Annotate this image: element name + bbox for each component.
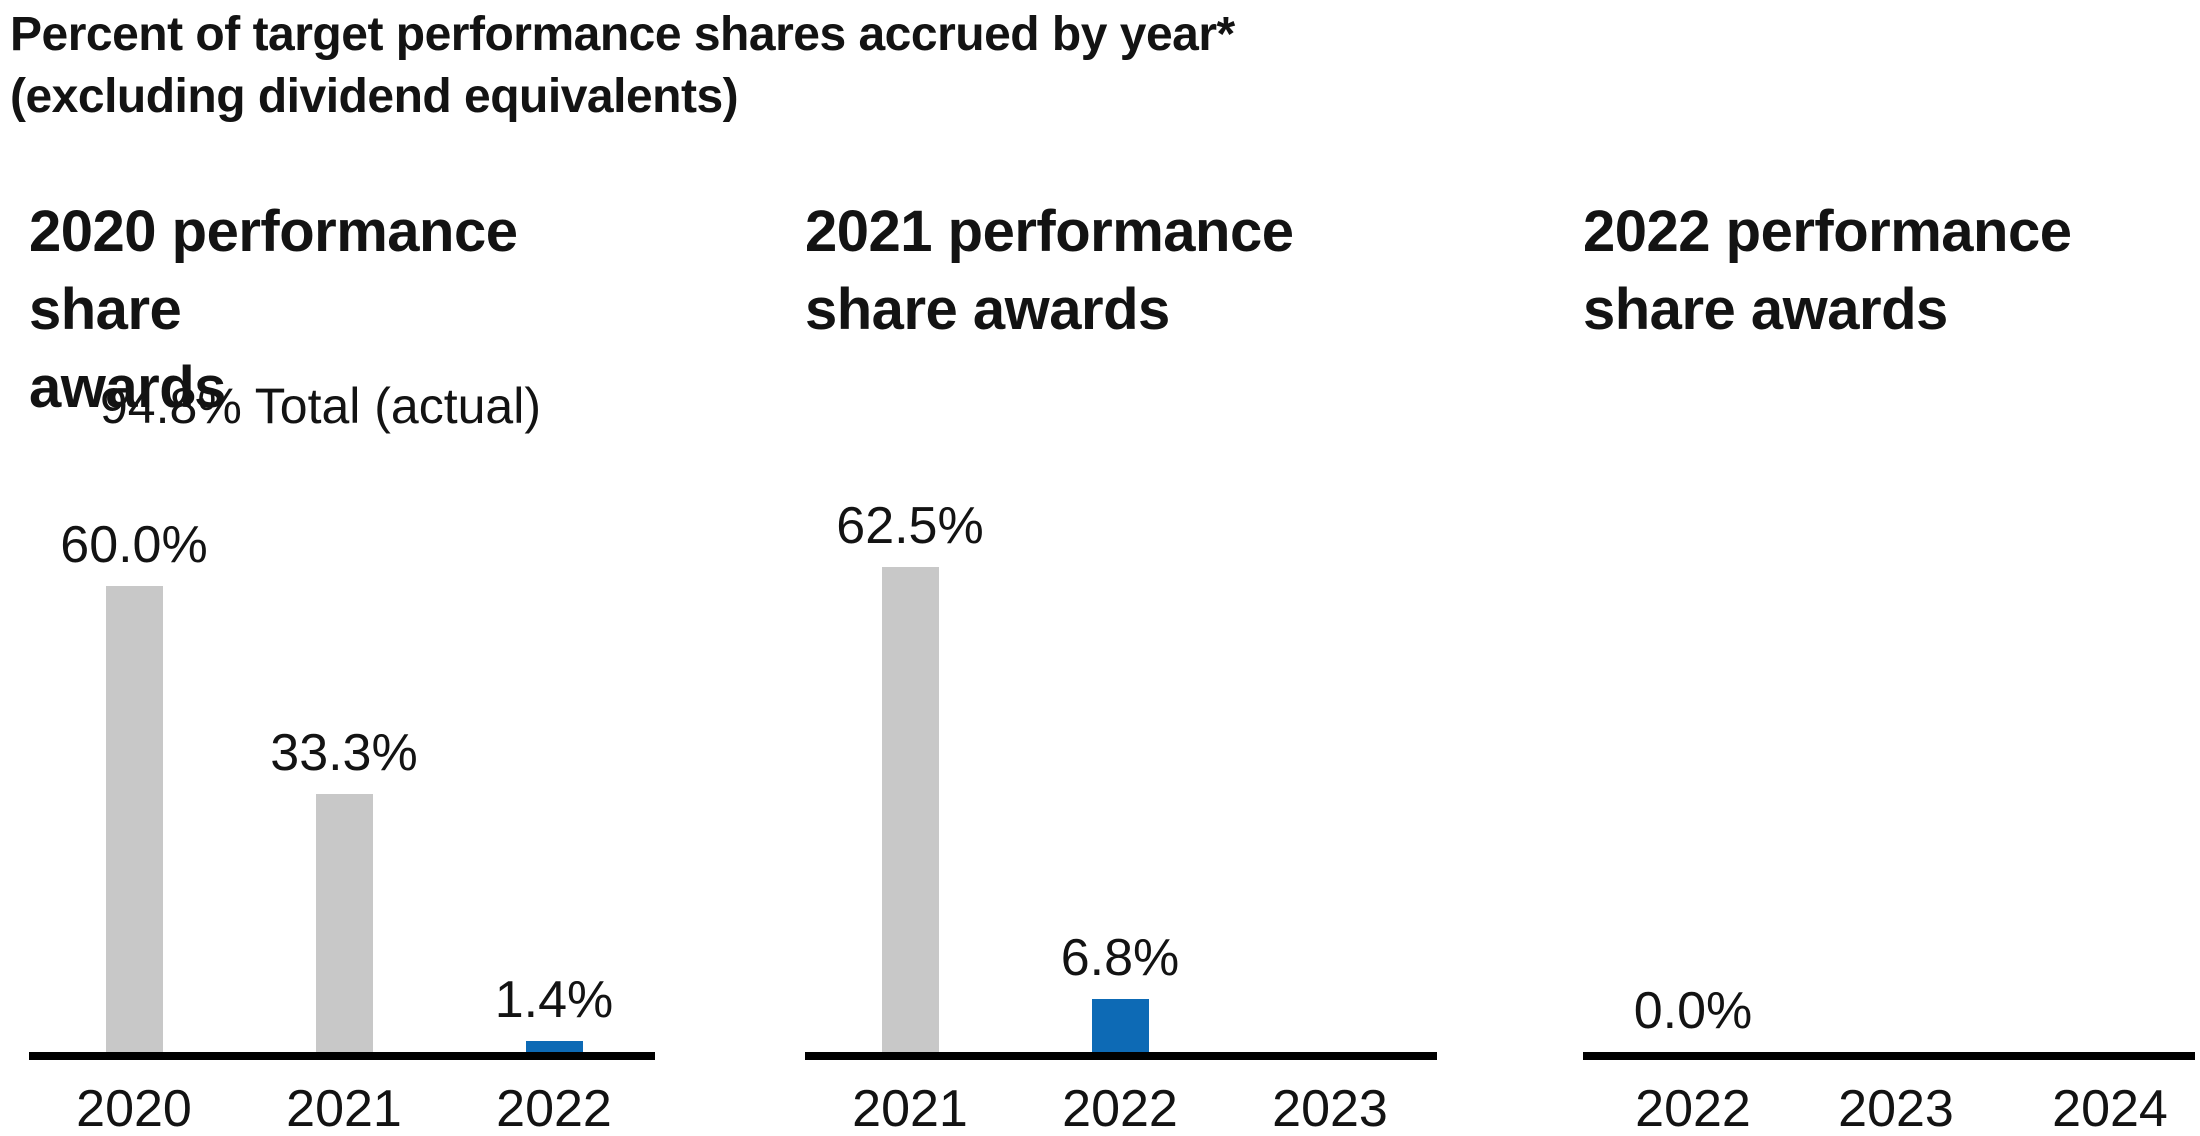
panel-2021-awards: 2021 performance share awards 62.5% 2021 6.… [805, 190, 1437, 1136]
bar-value-label-2020: 60.0% [60, 516, 208, 574]
bar-value-label-2022: 1.4% [494, 971, 614, 1029]
axis-label-2022: 2022 [496, 1080, 612, 1136]
bar-value-label-2021: 62.5% [836, 497, 984, 555]
panel-title-2020: 2020 performance share awards [29, 199, 518, 420]
bar-2020 [105, 586, 163, 1052]
panel-title-2022: 2022 performance share awards [1583, 199, 2072, 342]
bar-value-label-2022: 0.0% [1633, 982, 1753, 1040]
figure-title: Percent of target performance shares acc… [10, 8, 1235, 123]
axis-label-2023: 2023 [1272, 1080, 1388, 1136]
bar-2022 [1091, 999, 1149, 1052]
bar-2021 [881, 567, 939, 1052]
x-axis-baseline [1583, 1052, 2195, 1060]
bar-2022 [525, 1041, 583, 1052]
x-axis-baseline [805, 1052, 1437, 1060]
panel-2020-awards: 2020 performance share awards 94.8% Total… [29, 190, 655, 1136]
panel-2022-awards: 2022 performance share awards 0.0% 2022 202… [1583, 190, 2195, 1136]
axis-label-2022: 2022 [1635, 1080, 1751, 1136]
x-axis-baseline [29, 1052, 655, 1060]
axis-label-2023: 2023 [1838, 1080, 1954, 1136]
axis-label-2021: 2021 [286, 1080, 402, 1136]
bar-value-label-2021: 33.3% [270, 724, 418, 782]
bar-2021 [315, 794, 373, 1052]
panel-total-label: 94.8% Total (actual) [100, 378, 541, 434]
panel-title-2021: 2021 performance share awards [805, 199, 1294, 342]
axis-label-2021: 2021 [852, 1080, 968, 1136]
bar-value-label-2022: 6.8% [1060, 929, 1180, 987]
axis-label-2022: 2022 [1062, 1080, 1178, 1136]
axis-label-2020: 2020 [76, 1080, 192, 1136]
axis-label-2024: 2024 [2052, 1080, 2168, 1136]
